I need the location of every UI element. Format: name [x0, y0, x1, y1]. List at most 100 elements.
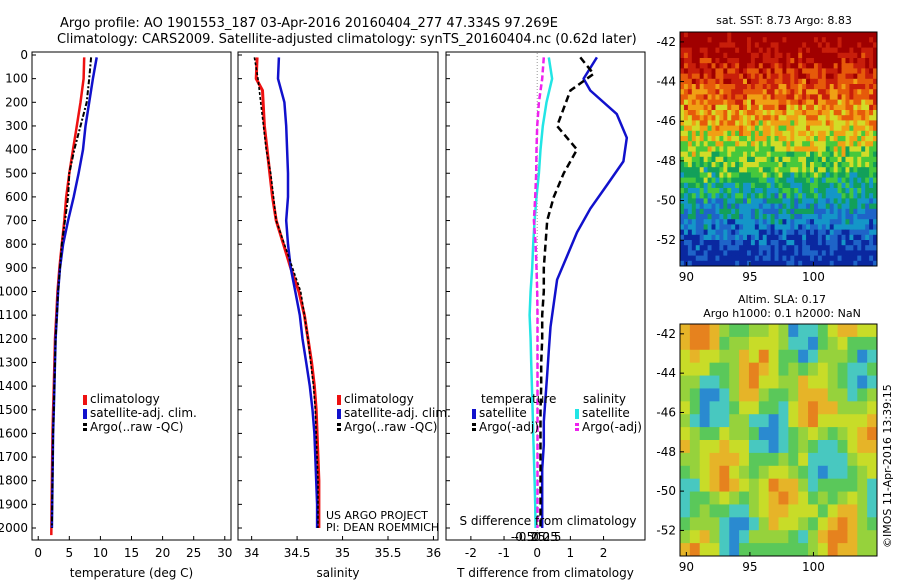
- sst-cell: [711, 198, 716, 205]
- sst-cell: [782, 63, 787, 69]
- sst-cell: [731, 130, 736, 137]
- sst-cell: [790, 177, 795, 184]
- sst-cell: [786, 245, 791, 251]
- sst-cell: [770, 193, 776, 199]
- sst-cell: [762, 136, 768, 142]
- sla-cell: [817, 336, 829, 351]
- sla-cell: [709, 388, 720, 402]
- sst-cell: [833, 234, 839, 241]
- sst-cell: [707, 78, 713, 85]
- sst-cell: [873, 110, 878, 116]
- sst-cell: [873, 198, 878, 205]
- sst-cell: [739, 37, 744, 43]
- sst-cell: [762, 120, 768, 127]
- sst-cell: [821, 193, 827, 199]
- sst-cell: [837, 104, 843, 111]
- sst-cell: [861, 58, 866, 64]
- sst-cell: [873, 219, 878, 225]
- sla-cell: [709, 452, 720, 467]
- sst-cell: [695, 255, 701, 262]
- sst-cell: [837, 234, 843, 241]
- sst-cell: [810, 224, 815, 231]
- sst-cell: [837, 37, 843, 43]
- sla-cell: [857, 362, 868, 377]
- sst-cell: [817, 110, 823, 116]
- x-axis-label: salinity: [316, 566, 359, 580]
- sst-cell: [703, 125, 709, 132]
- sst-cell: [723, 260, 728, 267]
- sst-cell: [853, 188, 858, 194]
- sst-cell: [794, 214, 799, 220]
- sst-cell: [770, 84, 776, 90]
- sst-cell: [833, 240, 839, 246]
- sst-cell: [873, 89, 878, 95]
- sst-cell: [754, 52, 760, 59]
- sst-cell: [746, 104, 752, 111]
- sst-cell: [731, 136, 736, 142]
- sst-cell: [683, 58, 689, 64]
- sst-cell: [845, 125, 850, 132]
- sst-cell: [837, 162, 843, 168]
- sla-cell: [837, 478, 848, 493]
- sst-cell: [849, 89, 854, 95]
- sst-cell: [821, 151, 827, 158]
- sst-cell: [758, 42, 764, 49]
- sst-cell: [802, 110, 807, 116]
- sla-cell: [847, 401, 858, 415]
- sst-cell: [727, 89, 732, 95]
- sst-cell: [798, 104, 803, 111]
- sst-cell: [790, 198, 795, 205]
- sst-cell: [798, 58, 803, 64]
- sst-cell: [849, 115, 854, 121]
- y-tick-label: 100: [5, 72, 28, 86]
- sst-cell: [837, 245, 843, 251]
- sst-cell: [770, 219, 776, 225]
- sst-cell: [750, 167, 756, 173]
- sst-cell: [813, 52, 819, 59]
- sst-cell: [750, 198, 756, 205]
- sst-cell: [802, 162, 807, 168]
- sst-cell: [829, 229, 835, 236]
- sst-cell: [857, 104, 862, 111]
- sst-cell: [778, 188, 783, 194]
- sst-cell: [841, 99, 846, 106]
- sst-cell: [849, 162, 854, 168]
- sst-cell: [719, 63, 724, 69]
- sst-cell: [758, 203, 764, 210]
- sst-cell: [782, 214, 787, 220]
- sst-cell: [802, 229, 807, 236]
- sst-cell: [837, 63, 843, 69]
- sst-cell: [845, 234, 850, 241]
- sst-cell: [703, 214, 709, 220]
- sst-cell: [810, 156, 815, 163]
- sst-cell: [691, 110, 697, 116]
- sst-cell: [754, 47, 760, 54]
- sst-cell: [790, 224, 795, 231]
- sla-cell: [758, 414, 770, 428]
- sst-cell: [739, 151, 744, 158]
- sst-cell: [833, 156, 839, 163]
- sst-cell: [849, 208, 854, 215]
- sst-cell: [687, 52, 693, 59]
- sst-cell: [778, 245, 783, 251]
- sst-cell: [782, 224, 787, 231]
- sst-cell: [778, 32, 783, 38]
- sst-cell: [853, 78, 858, 85]
- sst-cell: [703, 245, 709, 251]
- sst-cell: [711, 250, 716, 257]
- sst-cell: [727, 73, 732, 80]
- sst-cell: [841, 229, 846, 236]
- sst-cell: [821, 58, 827, 64]
- sst-cell: [813, 260, 819, 267]
- sst-cell: [711, 229, 716, 236]
- sst-cell: [727, 37, 732, 43]
- sst-cell: [873, 229, 878, 236]
- sst-cell: [719, 182, 724, 189]
- top-x-tick-label: 0.5: [542, 530, 561, 544]
- sst-cell: [853, 42, 858, 49]
- sst-cell: [766, 104, 772, 111]
- sst-cell: [786, 151, 791, 158]
- sst-cell: [719, 120, 724, 127]
- sst-cell: [707, 245, 713, 251]
- sst-cell: [774, 84, 779, 90]
